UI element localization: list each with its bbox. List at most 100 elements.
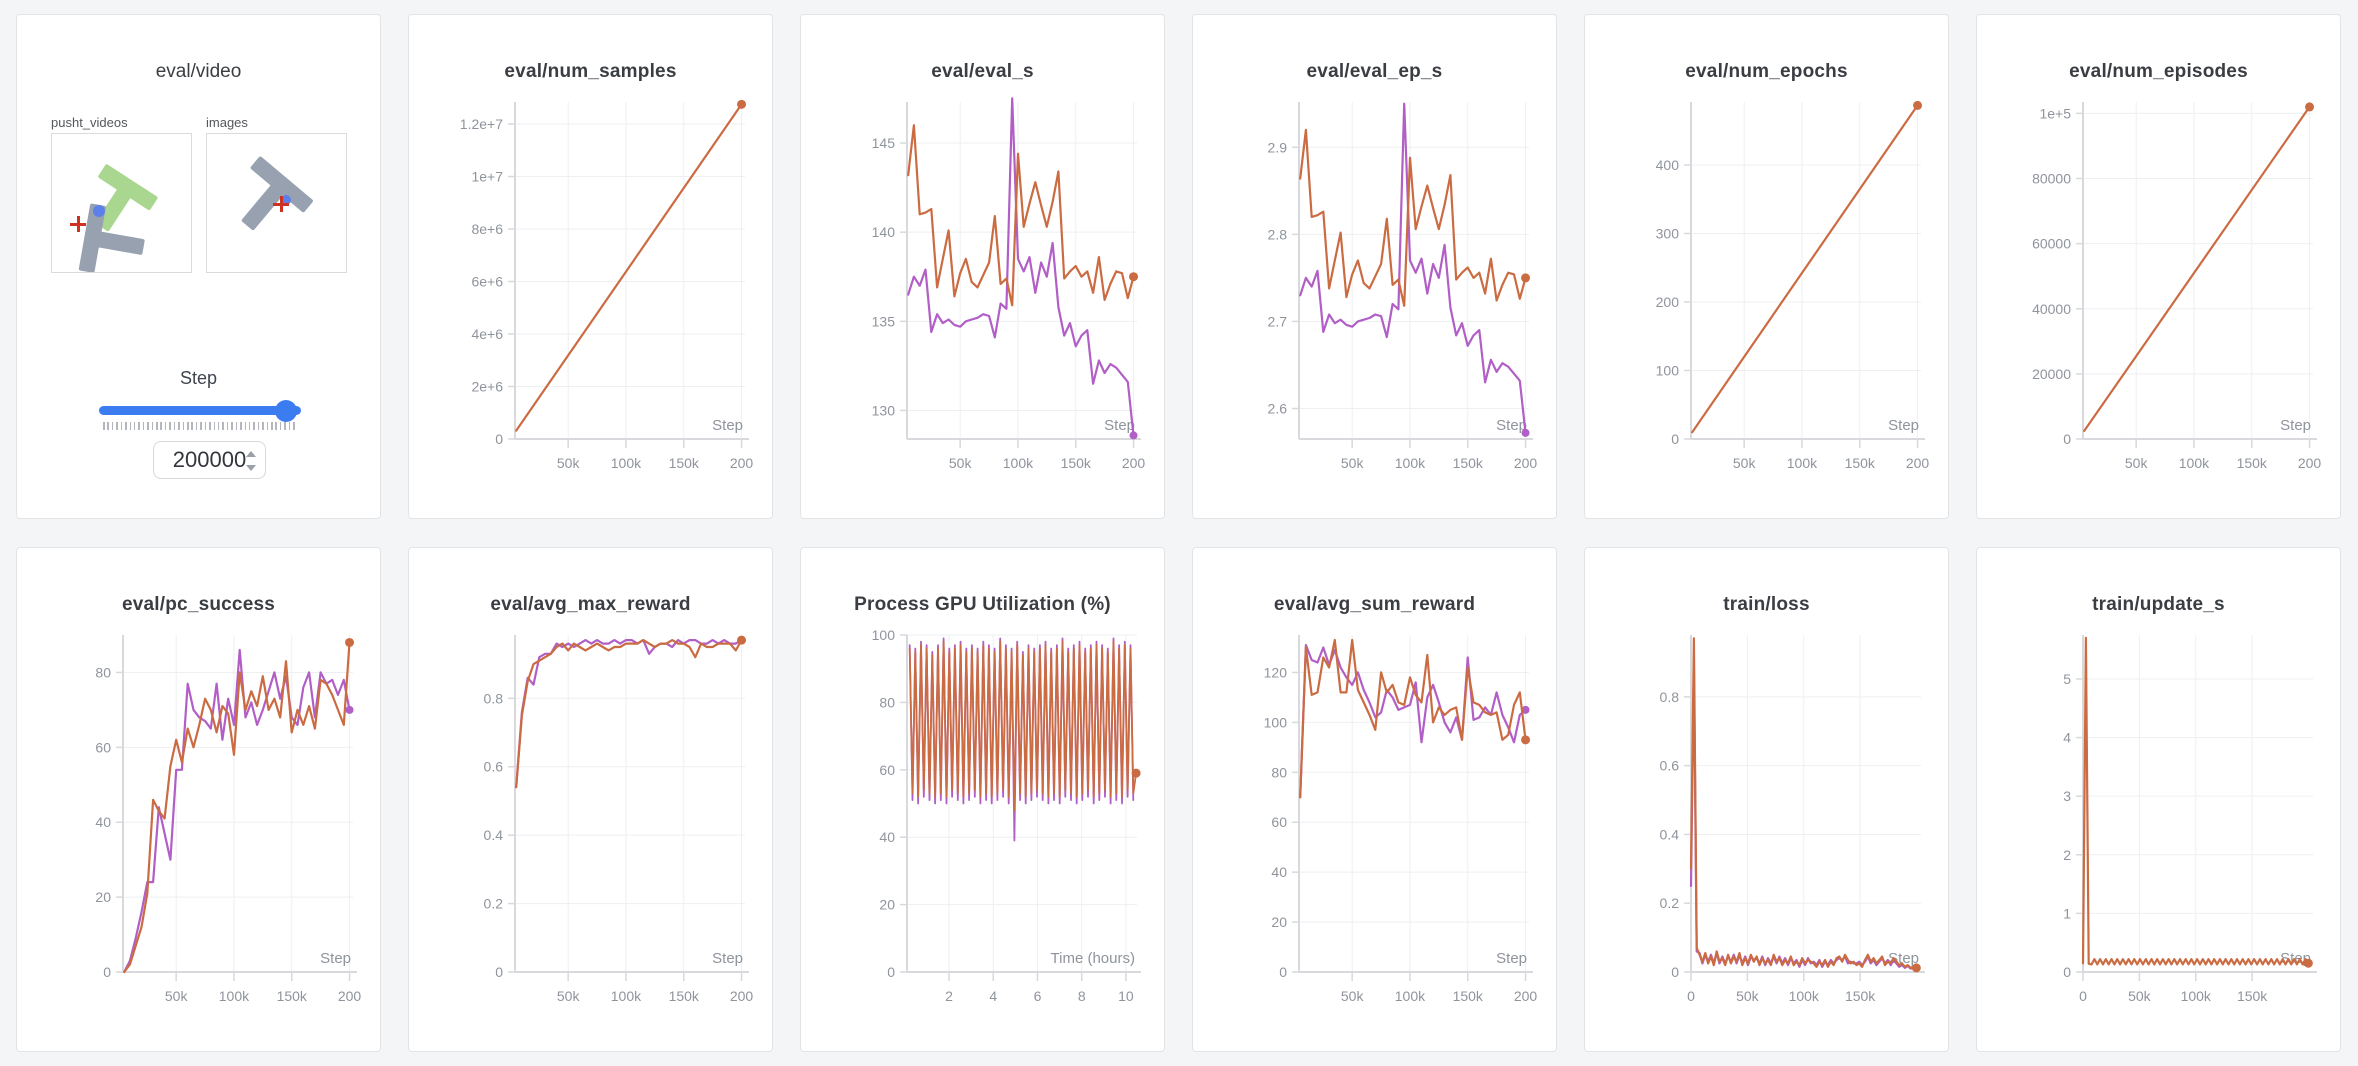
- svg-text:40: 40: [879, 829, 895, 845]
- svg-text:0: 0: [103, 964, 111, 980]
- step-input-value: 200000: [172, 447, 247, 472]
- svg-text:0.8: 0.8: [1660, 689, 1680, 705]
- svg-text:135: 135: [872, 313, 896, 329]
- step-slider-track[interactable]: [99, 406, 301, 415]
- svg-text:60: 60: [95, 739, 111, 755]
- chart-eval-avg-max-reward[interactable]: 50k 100k 150k 200 0 0.2 0.4 0.6 0.8 Step: [409, 620, 772, 1050]
- svg-text:100k: 100k: [1787, 455, 1818, 471]
- panel-eval-eval-s: eval/eval_s 50k 100k 150k 200 130 135 140 145 Ste…: [800, 14, 1165, 519]
- step-slider-ruler: [103, 422, 295, 430]
- chart-eval-eval-s[interactable]: 50k 100k 150k 200 130 135 140 145 Step: [801, 87, 1164, 517]
- chart-eval-eval-ep-s[interactable]: 50k 100k 150k 200 2.6 2.7 2.8 2.9 Step: [1193, 87, 1556, 517]
- svg-text:150k: 150k: [1453, 988, 1484, 1004]
- svg-text:300: 300: [1656, 226, 1680, 242]
- svg-text:0.4: 0.4: [484, 827, 504, 843]
- svg-text:50k: 50k: [2125, 455, 2149, 471]
- target-cross-icon: [70, 216, 86, 232]
- step-input[interactable]: 200000: [153, 441, 266, 479]
- svg-text:200: 200: [730, 455, 754, 471]
- svg-text:100k: 100k: [1395, 455, 1426, 471]
- chart-title: eval/num_episodes: [2069, 61, 2248, 82]
- svg-text:6: 6: [1034, 988, 1042, 1004]
- chart-title: eval/num_samples: [504, 61, 677, 82]
- chart-title: Process GPU Utilization (%): [854, 594, 1111, 615]
- svg-text:0: 0: [2063, 964, 2071, 980]
- svg-text:200: 200: [2298, 455, 2322, 471]
- svg-text:100k: 100k: [2179, 455, 2210, 471]
- svg-text:0: 0: [2079, 988, 2087, 1004]
- media-thumb-images[interactable]: [206, 133, 347, 273]
- chart-title: eval/pc_success: [121, 594, 275, 615]
- svg-text:0: 0: [2063, 431, 2071, 447]
- svg-text:145: 145: [872, 135, 896, 151]
- svg-text:4: 4: [989, 988, 997, 1004]
- svg-text:2: 2: [2063, 847, 2071, 863]
- step-input-spinner-icon[interactable]: [246, 450, 256, 472]
- svg-text:60: 60: [1271, 814, 1287, 830]
- svg-text:10: 10: [1118, 988, 1134, 1004]
- svg-text:100: 100: [1656, 363, 1680, 379]
- svg-text:200: 200: [1122, 455, 1146, 471]
- svg-text:40: 40: [95, 814, 111, 830]
- svg-text:5: 5: [2063, 671, 2071, 687]
- svg-text:2: 2: [945, 988, 953, 1004]
- media-label-pusht-videos: pusht_videos: [51, 115, 128, 130]
- svg-text:Step: Step: [712, 950, 743, 967]
- chart-eval-avg-sum-reward[interactable]: 50k 100k 150k 200 0 20 40 60 80 100 120 Step: [1193, 620, 1556, 1050]
- svg-text:100k: 100k: [1789, 988, 1820, 1004]
- svg-text:0: 0: [887, 964, 895, 980]
- panel-eval-avg-sum-reward: eval/avg_sum_reward 50k 100k 150k 200 0 20 40 60…: [1192, 547, 1557, 1052]
- svg-text:20: 20: [95, 889, 111, 905]
- svg-text:100k: 100k: [611, 988, 642, 1004]
- svg-text:20: 20: [879, 897, 895, 913]
- svg-text:Step: Step: [1888, 417, 1919, 434]
- chart-eval-num-episodes[interactable]: 50k 100k 150k 200 0 20000 40000 60000 80000 1e+5 S…: [1977, 87, 2340, 517]
- svg-text:Time (hours): Time (hours): [1051, 950, 1135, 967]
- agent-dot-icon: [93, 205, 105, 217]
- svg-text:0.6: 0.6: [484, 759, 504, 775]
- svg-text:20000: 20000: [2032, 366, 2071, 382]
- svg-text:200: 200: [338, 988, 362, 1004]
- svg-text:80: 80: [95, 664, 111, 680]
- svg-text:150k: 150k: [1453, 455, 1484, 471]
- svg-text:Step: Step: [1496, 417, 1527, 434]
- svg-text:4e+6: 4e+6: [471, 326, 503, 342]
- svg-text:200: 200: [1514, 455, 1538, 471]
- svg-text:Step: Step: [320, 950, 351, 967]
- svg-text:150k: 150k: [669, 455, 700, 471]
- svg-text:2.7: 2.7: [1268, 313, 1288, 329]
- chart-eval-pc-success[interactable]: 50k 100k 150k 200 0 20 40 60 80 Step: [17, 620, 380, 1050]
- svg-text:130: 130: [872, 402, 896, 418]
- svg-text:400: 400: [1656, 157, 1680, 173]
- step-slider-thumb[interactable]: [275, 400, 297, 422]
- svg-text:1: 1: [2063, 905, 2071, 921]
- svg-text:Step: Step: [1496, 950, 1527, 967]
- chart-title: eval/avg_sum_reward: [1273, 594, 1476, 615]
- svg-text:50k: 50k: [1341, 455, 1365, 471]
- svg-text:100: 100: [872, 627, 896, 643]
- panel-eval-num-episodes: eval/num_episodes 50k 100k 150k 200 0 20000 400…: [1976, 14, 2341, 519]
- svg-text:200: 200: [730, 988, 754, 1004]
- svg-text:200: 200: [1906, 455, 1930, 471]
- svg-text:60000: 60000: [2032, 236, 2071, 252]
- chart-title: eval/eval_ep_s: [1306, 61, 1443, 82]
- chart-eval-num-samples[interactable]: 50k 100k 150k 200 0 2e+6 4e+6 6e+6 8e+6 1e+7 1.2e+…: [409, 87, 772, 517]
- svg-text:0.6: 0.6: [1660, 758, 1680, 774]
- svg-text:50k: 50k: [949, 455, 973, 471]
- panel-train-loss: train/loss 0 50k 100k 150k 0 0.2 0.4 0.6 0.8 Step: [1584, 547, 1949, 1052]
- svg-text:60: 60: [879, 762, 895, 778]
- media-label-images: images: [206, 115, 248, 130]
- chart-eval-num-epochs[interactable]: 50k 100k 150k 200 0 100 200 300 400 Step: [1585, 87, 1948, 517]
- svg-text:3: 3: [2063, 788, 2071, 804]
- chart-title: eval/avg_max_reward: [490, 594, 691, 615]
- panel-eval-num-epochs: eval/num_epochs 50k 100k 150k 200 0 100 200 300 4…: [1584, 14, 1949, 519]
- panel-eval-pc-success: eval/pc_success 50k 100k 150k 200 0 20 40 60 80 St…: [16, 547, 381, 1052]
- chart-title: train/update_s: [2092, 594, 2225, 615]
- chart-title: eval/eval_s: [931, 61, 1034, 82]
- svg-text:40: 40: [1271, 864, 1287, 880]
- media-thumb-pusht-videos[interactable]: [51, 133, 192, 273]
- svg-text:100k: 100k: [2181, 988, 2212, 1004]
